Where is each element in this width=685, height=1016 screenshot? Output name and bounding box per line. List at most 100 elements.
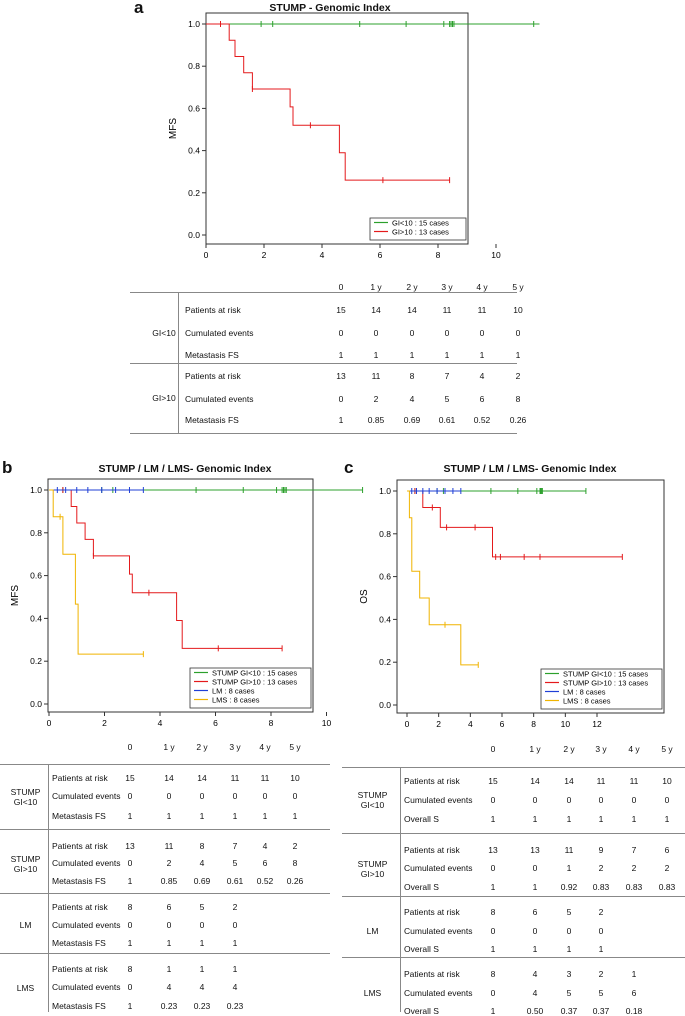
table-cell: 4 [479, 371, 485, 381]
legend-entry: STUMP GI>10 : 13 cases [212, 678, 297, 687]
x-tick-label: 12 [592, 719, 602, 729]
table-cell: 13 [336, 371, 346, 381]
row-label: Metastasis FS [185, 350, 239, 360]
y-tick-label: 0.8 [188, 61, 200, 71]
row-label: Patients at risk [52, 773, 108, 783]
table-cell: 1 [127, 1001, 133, 1011]
table-cell: 2 [292, 841, 298, 851]
table-cell: 0.85 [160, 876, 178, 886]
table-cell: 11 [596, 776, 606, 786]
group-name: LMS [363, 987, 382, 998]
table-rule [0, 764, 330, 765]
legend-entry: STUMP GI<10 : 15 cases [212, 669, 297, 678]
table-cell: 1 [598, 944, 604, 954]
y-axis-label: OS [359, 589, 370, 604]
table-cell: 1 [444, 350, 450, 360]
table-cell: 1 [127, 938, 133, 948]
table-cell: 0 [409, 328, 415, 338]
table-cell: 4 [409, 394, 415, 404]
y-tick-label: 0.0 [30, 699, 42, 709]
table-cell: 0 [490, 795, 496, 805]
time-header: 1 y [370, 282, 382, 292]
panel-c-title: STUMP / LM / LMS- Genomic Index [443, 463, 617, 475]
row-label: Patients at risk [404, 907, 460, 917]
table-cell: 1 [373, 350, 379, 360]
table-cell: 4 [232, 982, 238, 992]
table-cell: 1 [127, 876, 133, 886]
table-cell: 4 [166, 982, 172, 992]
legend-entry: LMS : 8 cases [212, 696, 260, 705]
table-cell: 0 [490, 926, 496, 936]
plot-frame [47, 478, 314, 713]
table-cell: 0 [166, 791, 172, 801]
table-cell: 0.61 [226, 876, 244, 886]
table-cell: 13 [488, 845, 498, 855]
series-line-1 [407, 490, 623, 558]
table-cell: 0 [490, 988, 496, 998]
legend-entry: LM : 8 cases [212, 687, 255, 696]
row-label: Metastasis FS [52, 876, 106, 886]
row-label: Cumulated events [185, 394, 254, 404]
table-cell: 6 [166, 902, 172, 912]
group-name: LMS [16, 982, 35, 993]
table-cell: 6 [532, 907, 538, 917]
table-cell: 11 [260, 773, 270, 783]
table-cell: 0 [532, 795, 538, 805]
table-cell: 2 [373, 394, 379, 404]
table-cell: 4 [532, 988, 538, 998]
table-rule [342, 957, 685, 958]
table-rule [130, 363, 517, 364]
table-cell: 2 [232, 902, 238, 912]
table-cell: 11 [477, 305, 487, 315]
y-tick-label: 0.8 [30, 528, 42, 538]
table-cell: 0.83 [625, 882, 643, 892]
y-tick-label: 0.2 [30, 656, 42, 666]
table-cell: 1 [532, 944, 538, 954]
table-cell: 1 [664, 814, 670, 824]
table-rule [0, 893, 330, 894]
table-cell: 1 [232, 811, 238, 821]
table-cell: 7 [232, 841, 238, 851]
x-tick-label: 2 [436, 719, 441, 729]
table-cell: 0.37 [592, 1006, 610, 1016]
table-cell: 0.23 [193, 1001, 211, 1011]
time-header: 3 y [441, 282, 453, 292]
table-cell: 9 [598, 845, 604, 855]
time-header: 4 y [476, 282, 488, 292]
legend-entry: STUMP GI<10 : 15 cases [563, 670, 648, 679]
time-header: 4 y [628, 744, 640, 754]
table-cell: 0 [532, 863, 538, 873]
time-header: 2 y [563, 744, 575, 754]
group-name: STUMP GI<10 [10, 787, 41, 807]
x-tick-label: 0 [405, 719, 410, 729]
x-tick-label: 10 [322, 718, 332, 728]
panel-b-label: b [2, 458, 13, 477]
y-tick-label: 0.0 [188, 230, 200, 240]
table-cell: 1 [166, 811, 172, 821]
table-cell: 0 [199, 791, 205, 801]
table-rule [342, 767, 685, 768]
table-cell: 15 [336, 305, 346, 315]
x-tick-label: 10 [561, 719, 571, 729]
table-cell: 1 [631, 969, 637, 979]
row-label: Patients at risk [185, 305, 241, 315]
table-cell: 0 [566, 926, 572, 936]
table-cell: 0 [373, 328, 379, 338]
table-cell: 1 [566, 863, 572, 873]
table-cell: 1 [232, 938, 238, 948]
table-cell: 11 [564, 845, 574, 855]
table-cell: 2 [631, 863, 637, 873]
table-cell: 0 [127, 920, 133, 930]
table-cell: 11 [164, 841, 174, 851]
row-label: Metastasis FS [52, 938, 106, 948]
x-tick-label: 10 [491, 250, 501, 260]
row-label: Cumulated events [185, 328, 254, 338]
table-cell: 0.18 [625, 1006, 643, 1016]
table-cell: 0 [338, 328, 344, 338]
table-cell: 1 [338, 350, 344, 360]
y-tick-label: 1.0 [30, 485, 42, 495]
table-cell: 1 [490, 944, 496, 954]
plot-frame [205, 12, 469, 245]
table-divider [178, 292, 179, 433]
